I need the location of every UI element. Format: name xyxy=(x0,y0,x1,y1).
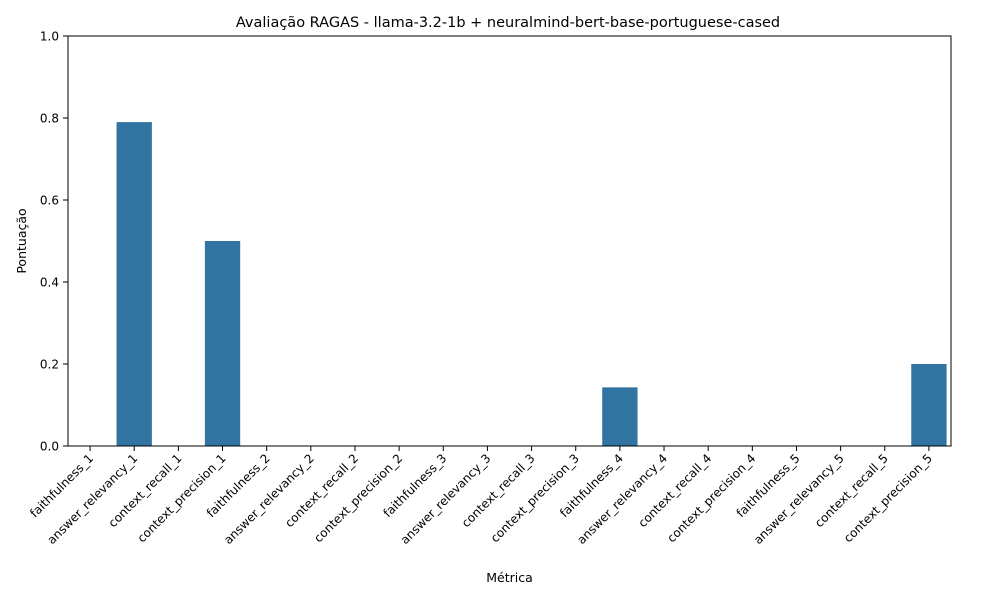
x-axis-label: Métrica xyxy=(486,570,533,585)
y-tick-label: 1.0 xyxy=(40,30,59,44)
bar-answer_relevancy_1 xyxy=(116,122,152,446)
bars-group xyxy=(116,122,947,446)
y-tick-label: 0.0 xyxy=(40,440,59,454)
y-tick-label: 0.4 xyxy=(40,276,59,290)
bar-context_precision_1 xyxy=(204,241,241,446)
y-axis-label: Pontuação xyxy=(14,208,29,273)
y-tick-label: 0.2 xyxy=(40,358,59,372)
y-tick-label: 0.6 xyxy=(40,194,59,208)
bar-faithfulness_4 xyxy=(602,387,638,446)
plot-frame xyxy=(67,35,952,447)
y-tick-label: 0.8 xyxy=(40,112,59,126)
x-axis: faithfulness_1answer_relevancy_1context_… xyxy=(27,446,935,547)
bar-context_precision_5 xyxy=(911,364,947,446)
x-tick-label: context_precision_5 xyxy=(841,451,935,545)
y-axis: 0.0 0.2 0.4 0.6 0.8 1.0 xyxy=(40,30,68,454)
chart-title: Avaliação RAGAS - llama-3.2-1b + neuralm… xyxy=(236,15,780,31)
